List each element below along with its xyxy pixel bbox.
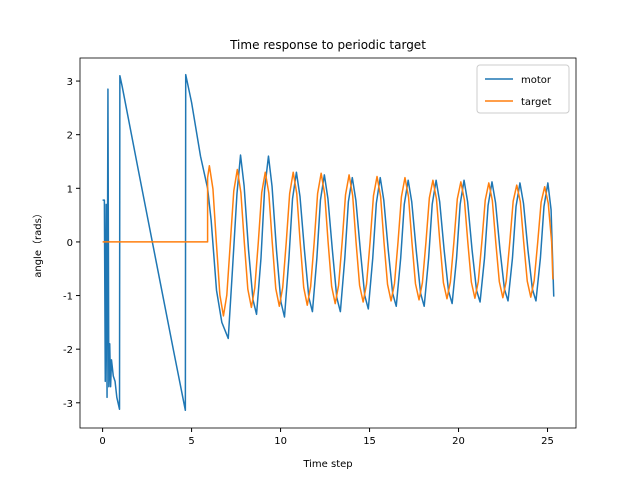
y-tick-label: 3 <box>67 77 73 88</box>
legend-label: motor <box>521 75 552 86</box>
y-tick-label: 2 <box>67 131 73 142</box>
x-axis-label: Time step <box>302 459 352 470</box>
legend-label: target <box>521 97 551 108</box>
y-axis-label: angle（rads） <box>32 208 44 278</box>
x-tick-label: 0 <box>99 436 105 447</box>
plot-frame <box>79 57 577 429</box>
series-line <box>102 73 555 412</box>
y-tick-label: -2 <box>63 345 73 356</box>
series-line <box>102 165 554 317</box>
y-tick-label: 0 <box>67 238 73 249</box>
x-tick-label: 25 <box>541 436 554 447</box>
x-tick-label: 5 <box>188 436 194 447</box>
y-tick-label: -1 <box>63 292 73 303</box>
x-tick-label: 15 <box>363 436 376 447</box>
chart-title: Time response to periodic target <box>229 38 426 52</box>
x-tick-label: 10 <box>274 436 287 447</box>
y-tick-label: -3 <box>63 399 73 410</box>
x-tick-label: 20 <box>452 436 465 447</box>
y-tick-label: 1 <box>67 184 73 195</box>
